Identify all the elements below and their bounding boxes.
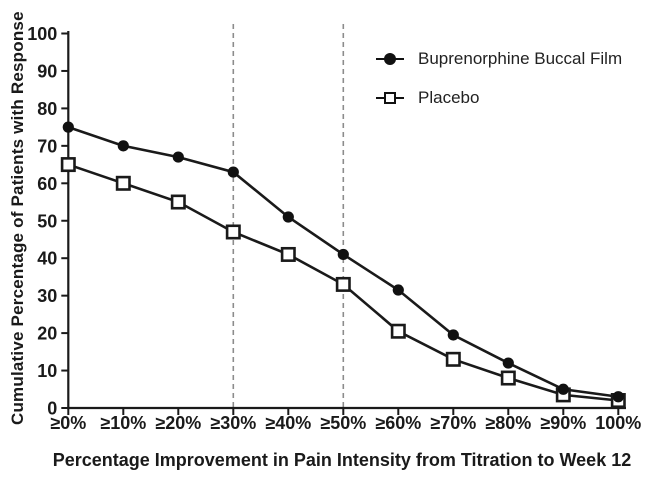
data-point-placebo	[225, 224, 241, 240]
y-tick-label: 10	[37, 361, 57, 381]
x-tick-label: ≥30%	[210, 413, 256, 433]
data-point-buprenorphine-buccal-film	[227, 166, 239, 178]
data-point-buprenorphine-buccal-film	[337, 248, 349, 261]
y-tick-label: 90	[37, 61, 57, 81]
y-tick-label: 80	[37, 99, 57, 119]
y-tick-label: 40	[37, 249, 57, 269]
data-point-placebo	[60, 157, 76, 173]
y-tick-label: 0	[47, 399, 57, 419]
data-point-placebo	[335, 276, 351, 292]
x-tick-label: ≥90%	[540, 413, 586, 433]
x-tick-label: ≥80%	[485, 413, 531, 433]
data-point-placebo	[500, 370, 516, 386]
data-point-placebo	[280, 246, 296, 262]
x-tick-label: ≥10%	[100, 413, 146, 433]
x-tick-label: ≥60%	[375, 413, 421, 433]
legend-open-square	[384, 92, 396, 104]
data-point-buprenorphine-buccal-film	[117, 140, 129, 152]
x-tick-label: ≥0%	[50, 413, 86, 433]
data-point-buprenorphine-buccal-film	[62, 121, 74, 133]
legend-item-buprenorphine: Buprenorphine Buccal Film	[376, 46, 622, 72]
x-tick-label: 100%	[595, 413, 641, 433]
data-point-placebo	[390, 323, 406, 339]
x-tick-label: ≥20%	[155, 413, 201, 433]
data-point-placebo	[170, 194, 186, 210]
y-tick-label: 20	[37, 324, 57, 344]
data-point-buprenorphine-buccal-film	[447, 329, 459, 341]
legend-label-placebo: Placebo	[418, 88, 480, 107]
open-square-marker-icon	[376, 91, 404, 105]
data-point-buprenorphine-buccal-film	[502, 357, 514, 369]
legend-label-buprenorphine: Buprenorphine Buccal Film	[418, 49, 623, 68]
y-tick-label: 70	[37, 136, 57, 156]
data-point-buprenorphine-buccal-film	[282, 211, 294, 223]
y-axis-title: Cumulative Percentage of Patients with R…	[8, 11, 27, 425]
x-tick-label: ≥50%	[320, 413, 366, 433]
filled-circle-marker-icon	[376, 52, 404, 66]
data-point-placebo	[445, 351, 461, 367]
y-tick-label: 30	[37, 286, 57, 306]
data-point-buprenorphine-buccal-film	[172, 151, 184, 163]
data-point-buprenorphine-buccal-film	[612, 391, 624, 403]
x-tick-label: ≥70%	[430, 413, 476, 433]
legend-item-placebo: Placebo	[376, 85, 622, 111]
legend-filled-circle	[384, 53, 396, 65]
data-point-buprenorphine-buccal-film	[557, 383, 569, 395]
y-tick-label: 100	[27, 24, 57, 44]
data-point-placebo	[115, 175, 131, 191]
data-point-buprenorphine-buccal-film	[392, 284, 404, 296]
y-tick-label: 60	[37, 174, 57, 194]
y-tick-label: 50	[37, 211, 57, 231]
x-tick-label: ≥40%	[265, 413, 311, 433]
x-axis-title: Percentage Improvement in Pain Intensity…	[52, 450, 632, 470]
legend: Buprenorphine Buccal Film Placebo	[376, 46, 622, 124]
